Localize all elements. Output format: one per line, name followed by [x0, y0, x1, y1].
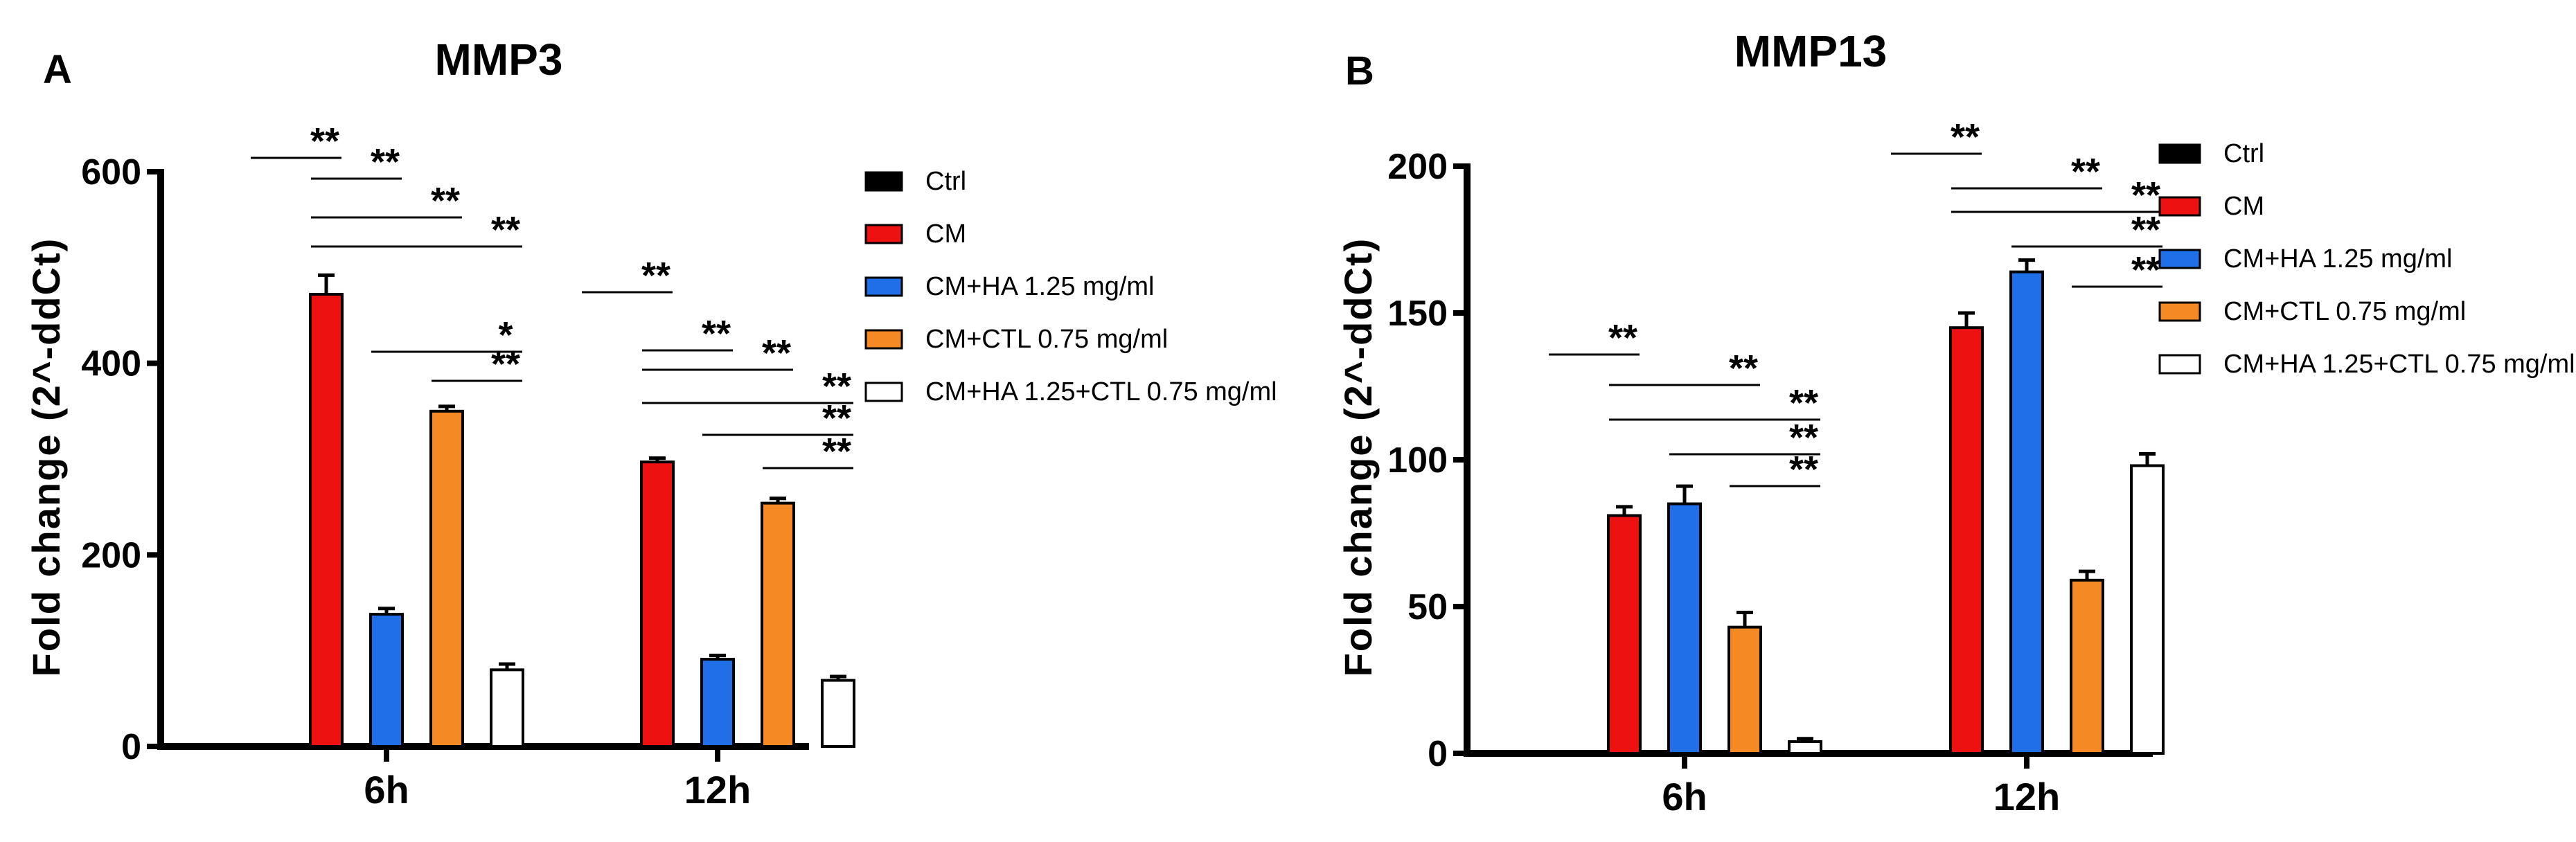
significance-label: **: [1789, 449, 1818, 490]
bar: [640, 460, 675, 749]
significance-label: **: [491, 343, 520, 385]
legend-label: CM+CTL 0.75 mg/ml: [925, 325, 1168, 354]
significance-label: **: [431, 180, 460, 222]
significance-label: **: [2131, 249, 2160, 291]
legend-swatch: [864, 276, 903, 297]
legend-label: CM+HA 1.25+CTL 0.75 mg/ml: [2223, 350, 2575, 379]
y-tick-label: 0: [1428, 734, 1448, 774]
significance-label: **: [310, 120, 339, 162]
legend-label: CM+CTL 0.75 mg/ml: [2223, 297, 2466, 326]
legend-label: CM+HA 1.25 mg/ml: [925, 272, 1155, 301]
x-tick-label: 6h: [364, 768, 409, 812]
significance-label: **: [1608, 317, 1637, 359]
bar: [1788, 740, 1822, 755]
legend-swatch: [2158, 196, 2201, 217]
legend-swatch: [864, 224, 903, 244]
y-tick-label: 100: [1387, 440, 1448, 481]
legend-swatch: [2158, 354, 2201, 375]
legend: Ctrl CM CM+HA 1.25 mg/ml CM+CTL 0.75 mg/ml C…: [2158, 139, 2575, 379]
x-tick-label: 12h: [1993, 775, 2061, 818]
y-tick-label: 600: [81, 152, 141, 192]
legend-swatch: [864, 171, 903, 192]
y-axis-label: Fold change (2^-ddCt): [1336, 238, 1380, 677]
y-tick-label: 400: [81, 344, 141, 384]
significance-label: **: [2071, 151, 2100, 192]
significance-label: **: [1729, 348, 1758, 389]
significance-label: **: [2131, 174, 2160, 216]
bar: [2130, 464, 2165, 755]
bar: [1727, 625, 1762, 755]
significance-label: **: [491, 209, 520, 251]
legend-swatch: [2158, 143, 2201, 164]
legend: Ctrl CM CM+HA 1.25 mg/ml CM+CTL 0.75 mg/ml C…: [864, 167, 1277, 406]
legend-swatch: [2158, 301, 2201, 322]
legend-label: Ctrl: [2223, 139, 2264, 168]
legend-swatch: [864, 329, 903, 350]
x-tick-label: 12h: [684, 768, 752, 812]
legend-swatch: [864, 382, 903, 402]
legend-label: CM+HA 1.25+CTL 0.75 mg/ml: [925, 377, 1277, 406]
significance-label: **: [762, 332, 791, 374]
significance-label: **: [2131, 209, 2160, 251]
y-tick-label: 200: [81, 535, 141, 575]
panel-letter: B: [1345, 48, 1374, 93]
significance-label: **: [1951, 116, 1980, 158]
bar: [309, 293, 344, 749]
chart-title: MMP3: [435, 35, 563, 84]
panel-letter: A: [43, 47, 72, 92]
significance-label: *: [498, 314, 513, 356]
significance-label: **: [822, 431, 851, 472]
x-tick-label: 6h: [1662, 775, 1707, 818]
bar: [429, 409, 464, 748]
legend-label: CM: [2223, 192, 2264, 221]
bar: [369, 613, 404, 748]
significance-label: **: [702, 313, 731, 355]
panel-a: A MMP3 Fold change (2^-ddCt) 0 200 400 600 6…: [24, 35, 1277, 812]
significance-label: **: [1789, 417, 1818, 458]
legend-label: Ctrl: [925, 167, 966, 196]
bar: [2070, 578, 2104, 755]
bar: [821, 679, 855, 748]
significance-label: **: [371, 141, 400, 183]
bar: [1607, 514, 1642, 755]
bar: [700, 658, 735, 748]
significance-label: **: [822, 366, 851, 407]
y-tick-label: 200: [1387, 147, 1448, 187]
y-tick-label: 50: [1407, 587, 1448, 627]
bar: [761, 501, 795, 749]
significance-label: **: [1789, 382, 1818, 424]
legend-swatch: [2158, 249, 2201, 269]
bar: [1667, 502, 1702, 755]
significance-label: **: [641, 255, 670, 296]
legend-label: CM: [925, 220, 966, 249]
y-axis-label: Fold change (2^-ddCt): [24, 238, 68, 677]
bar: [490, 668, 524, 748]
chart-title: MMP13: [1734, 26, 1887, 76]
panel-b: B MMP13 Fold change (2^-ddCt) 0 50 100 150 2…: [1336, 26, 2575, 818]
y-tick-label: 150: [1387, 294, 1448, 334]
bar: [1949, 326, 1984, 755]
legend-label: CM+HA 1.25 mg/ml: [2223, 244, 2453, 274]
bar: [2009, 270, 2044, 755]
significance-label: **: [822, 397, 851, 439]
y-tick-label: 0: [121, 727, 141, 767]
